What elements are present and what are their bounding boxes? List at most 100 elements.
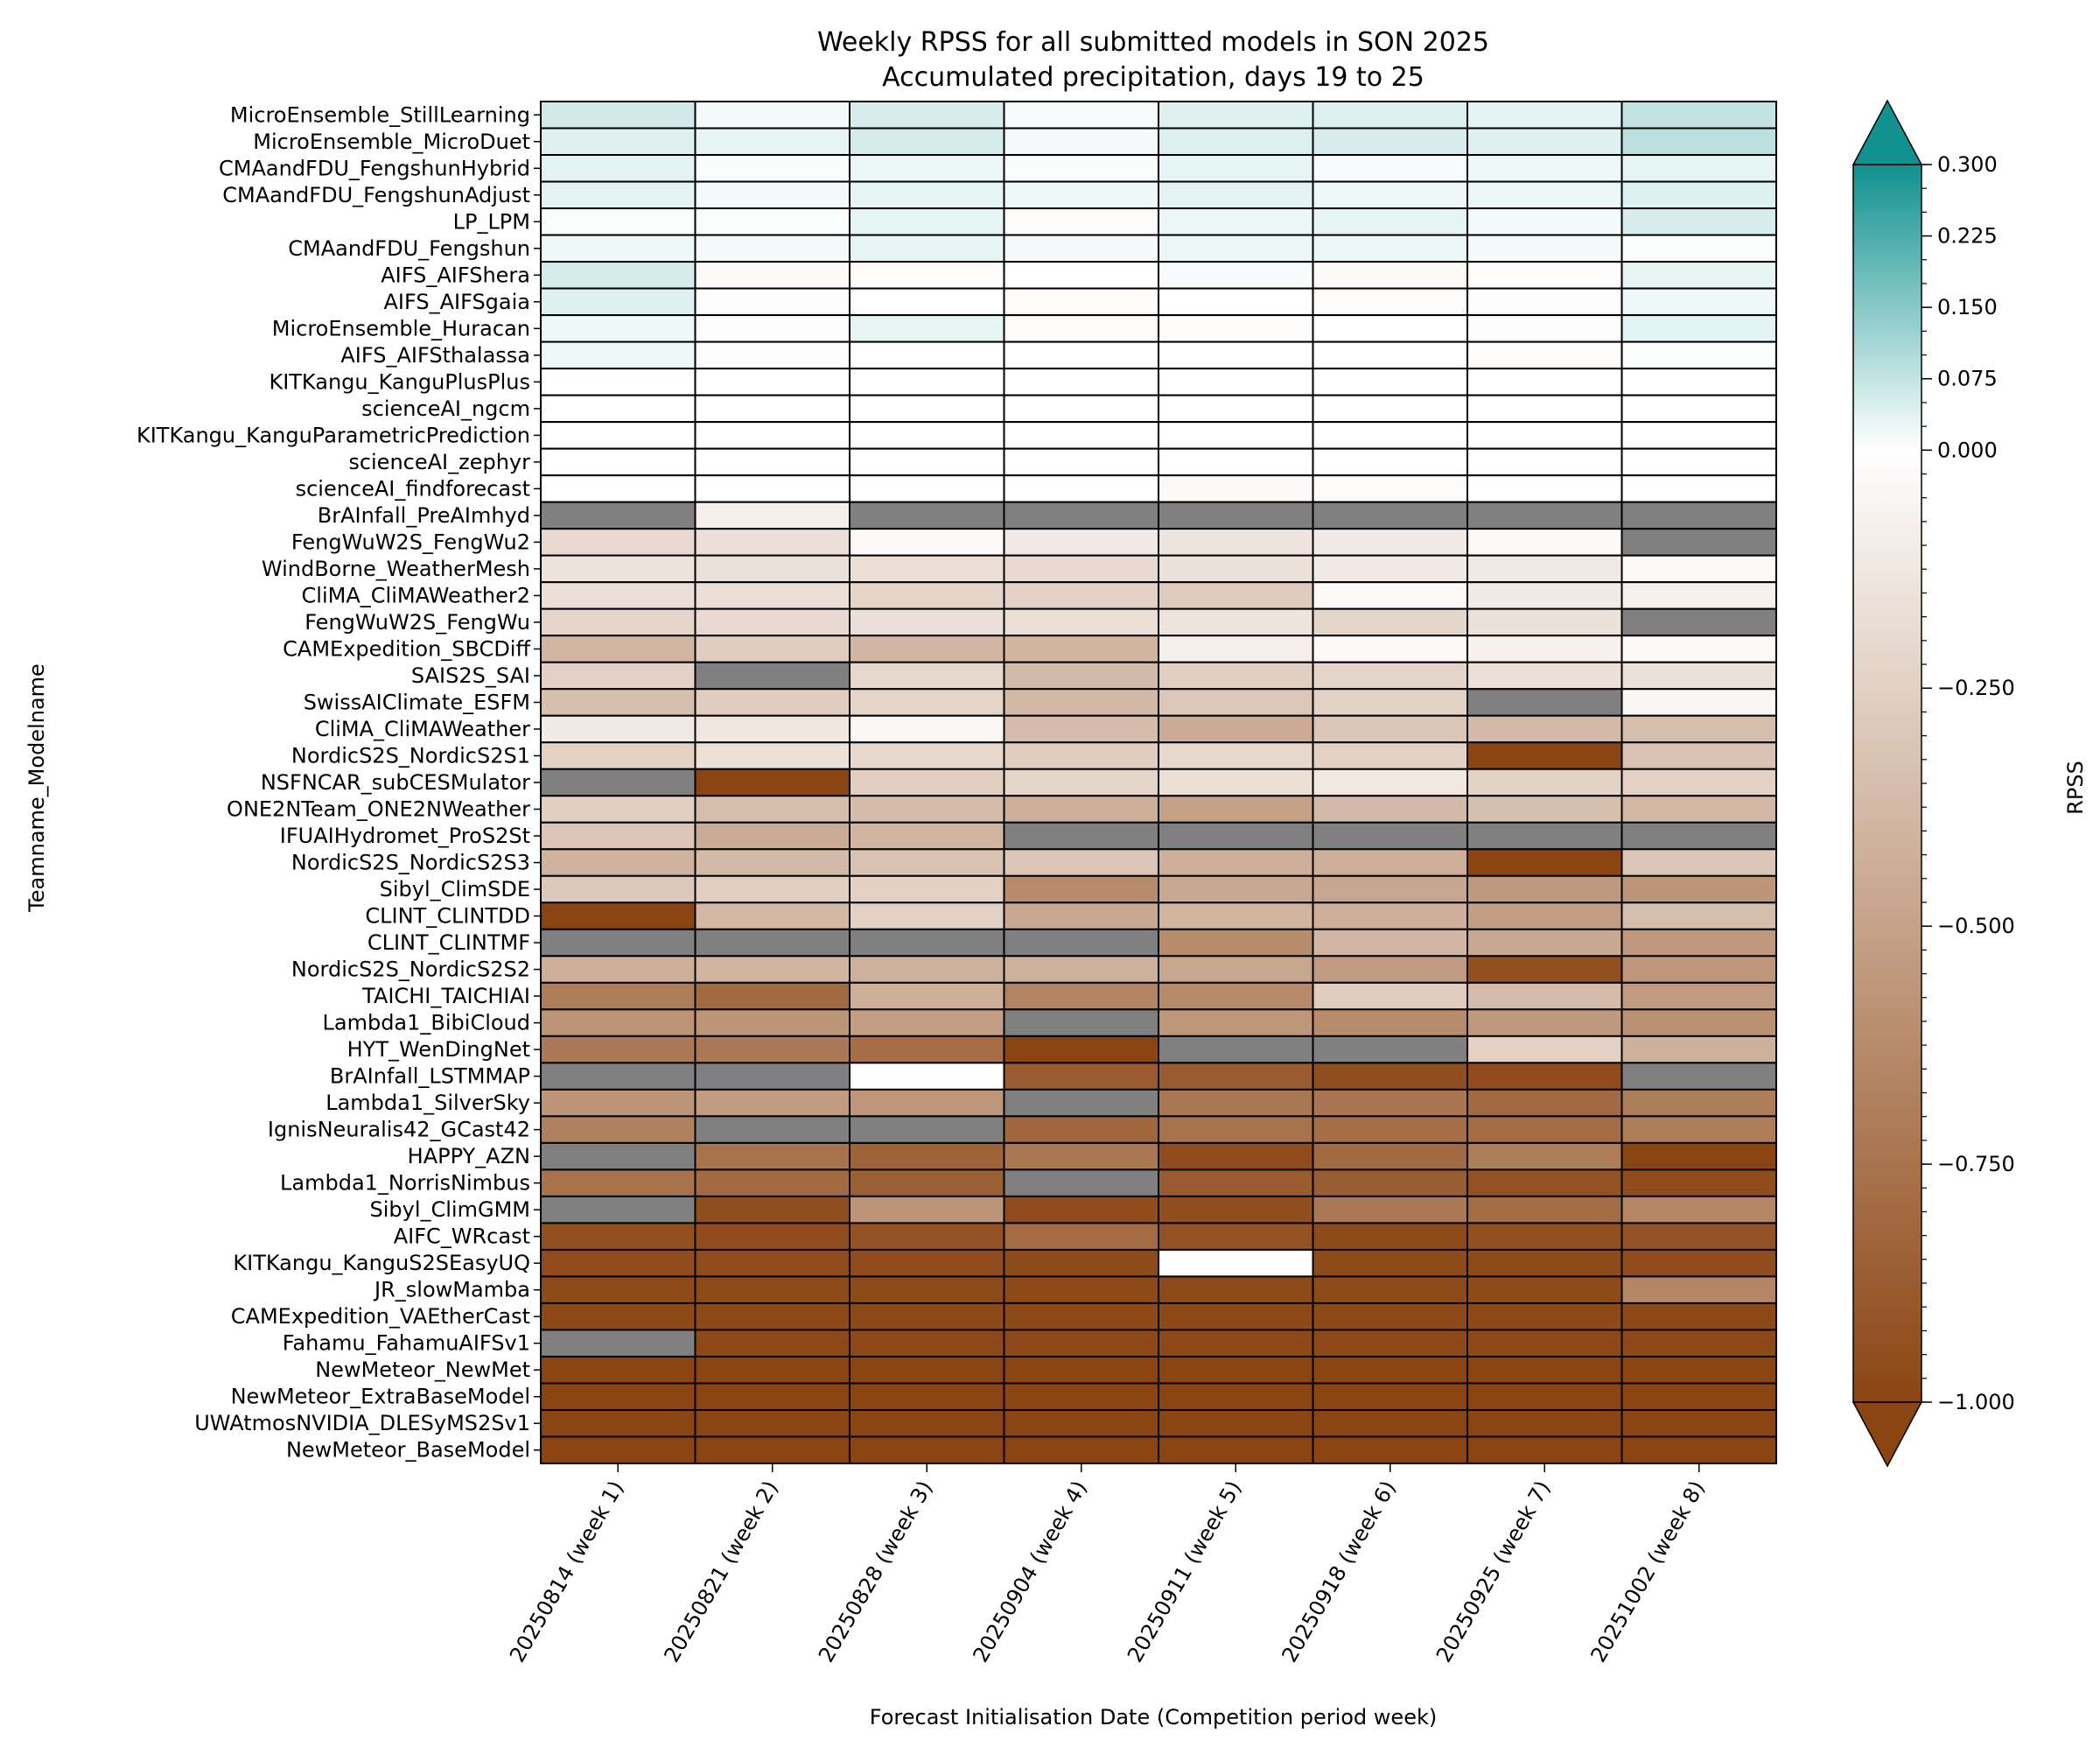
row-label: CAMExpedition_VAEtherCast — [231, 1304, 530, 1329]
heatmap-cell — [1466, 340, 1623, 370]
heatmap-cell — [694, 1115, 850, 1144]
heatmap-cell — [1158, 1329, 1314, 1358]
heatmap-cell — [540, 1168, 696, 1197]
heatmap-cell — [1158, 955, 1314, 984]
row-label: Lambda1_SilverSky — [326, 1091, 530, 1115]
heatmap-cell — [540, 340, 696, 370]
heatmap-cell — [1620, 848, 1777, 877]
heatmap-cell — [1466, 234, 1623, 263]
heatmap-cell — [540, 955, 696, 984]
heatmap-cell — [1312, 421, 1468, 450]
row-label: AIFS_AIFSthalassa — [340, 343, 530, 368]
heatmap-cell — [1158, 1435, 1314, 1465]
heatmap-cell — [1620, 154, 1777, 183]
heatmap-cell — [1312, 1275, 1468, 1304]
heatmap-cell — [1620, 394, 1777, 424]
heatmap-cell — [849, 1408, 1005, 1438]
heatmap-cell — [1158, 501, 1314, 530]
heatmap-cell — [1620, 340, 1777, 370]
heatmap-cell — [1620, 1382, 1777, 1411]
heatmap-cell — [1620, 314, 1777, 343]
heatmap-cell — [540, 261, 696, 290]
heatmap-cell — [694, 207, 850, 236]
heatmap-cell — [1158, 928, 1314, 958]
heatmap-cell — [1158, 821, 1314, 851]
heatmap-cell — [1158, 661, 1314, 691]
heatmap-cell — [1620, 1035, 1777, 1064]
heatmap-cell — [540, 1222, 696, 1251]
heatmap-cell — [1620, 902, 1777, 930]
heatmap-cell — [694, 368, 850, 396]
heatmap-cell — [1466, 421, 1623, 450]
heatmap-cell — [1620, 1301, 1777, 1331]
heatmap-cell — [1003, 1062, 1159, 1091]
heatmap-cell — [1003, 421, 1159, 450]
heatmap-cell — [1003, 474, 1159, 503]
heatmap-cell — [849, 1248, 1005, 1278]
heatmap-cell — [849, 1382, 1005, 1411]
heatmap-cell — [694, 1008, 850, 1037]
heatmap-cell — [1466, 474, 1623, 503]
heatmap-cell — [849, 394, 1005, 424]
heatmap-cell — [1620, 127, 1777, 157]
heatmap-cell — [540, 501, 696, 530]
heatmap-cell — [1466, 101, 1623, 130]
heatmap-cell — [1158, 554, 1314, 584]
heatmap-cell — [1620, 821, 1777, 851]
heatmap-cell — [849, 261, 1005, 290]
heatmap-cell — [540, 902, 696, 930]
heatmap-cell — [540, 1329, 696, 1358]
heatmap-cell — [540, 1035, 696, 1064]
heatmap-cell — [540, 768, 696, 797]
heatmap-cell — [849, 821, 1005, 851]
heatmap-cell — [849, 661, 1005, 691]
heatmap-cell — [694, 821, 850, 851]
heatmap-cell — [694, 795, 850, 824]
heatmap-cell — [1312, 821, 1468, 851]
heatmap-cell — [1003, 1408, 1159, 1438]
heatmap-cell — [1003, 688, 1159, 717]
heatmap-cell — [694, 1435, 850, 1465]
heatmap-cell — [1312, 661, 1468, 691]
heatmap-cell — [1466, 1329, 1623, 1358]
row-label: AIFC_WRcast — [394, 1224, 530, 1249]
heatmap-cell — [849, 447, 1005, 477]
row-label: HAPPY_AZN — [408, 1144, 530, 1168]
heatmap-cell — [694, 902, 850, 930]
heatmap-cell — [849, 581, 1005, 610]
heatmap-cell — [1466, 981, 1623, 1011]
heatmap-cell — [1158, 1168, 1314, 1197]
column-labels: 20250814 (week 1) 20250821 (week 2) 202508… — [505, 1463, 1710, 1666]
heatmap-cell — [694, 635, 850, 663]
heatmap-cell — [1312, 1355, 1468, 1385]
heatmap-cell — [540, 421, 696, 450]
heatmap-cell — [1312, 1222, 1468, 1251]
heatmap-cell — [1312, 874, 1468, 904]
heatmap-cell — [694, 528, 850, 557]
column-label: 20250918 (week 6) — [1277, 1477, 1400, 1666]
heatmap-cell — [1158, 848, 1314, 877]
heatmap-cell — [849, 1355, 1005, 1385]
heatmap-cell — [1158, 1088, 1314, 1118]
heatmap-cell — [540, 848, 696, 877]
row-label: NSFNCAR_subCESMulator — [261, 770, 530, 795]
heatmap-cell — [1312, 1008, 1468, 1037]
heatmap-cell — [1466, 528, 1623, 557]
heatmap-cell — [1003, 741, 1159, 770]
heatmap-cell — [1312, 768, 1468, 797]
heatmap-cell — [694, 474, 850, 503]
column-label: 20250814 (week 1) — [505, 1477, 628, 1666]
heatmap-cell — [849, 368, 1005, 396]
row-label: FengWuW2S_FengWu — [304, 610, 530, 635]
heatmap-cell — [1466, 1275, 1623, 1304]
heatmap-cell — [849, 981, 1005, 1011]
heatmap-cell — [540, 821, 696, 851]
heatmap-cell — [849, 1168, 1005, 1197]
heatmap-cell — [1312, 1062, 1468, 1091]
heatmap-cell — [1158, 1301, 1314, 1331]
heatmap-cell — [694, 394, 850, 424]
row-label: CAMExpedition_SBCDiff — [283, 636, 530, 661]
heatmap-cell — [1003, 368, 1159, 396]
colorbar-tick-label: −0.250 — [1937, 676, 2015, 700]
